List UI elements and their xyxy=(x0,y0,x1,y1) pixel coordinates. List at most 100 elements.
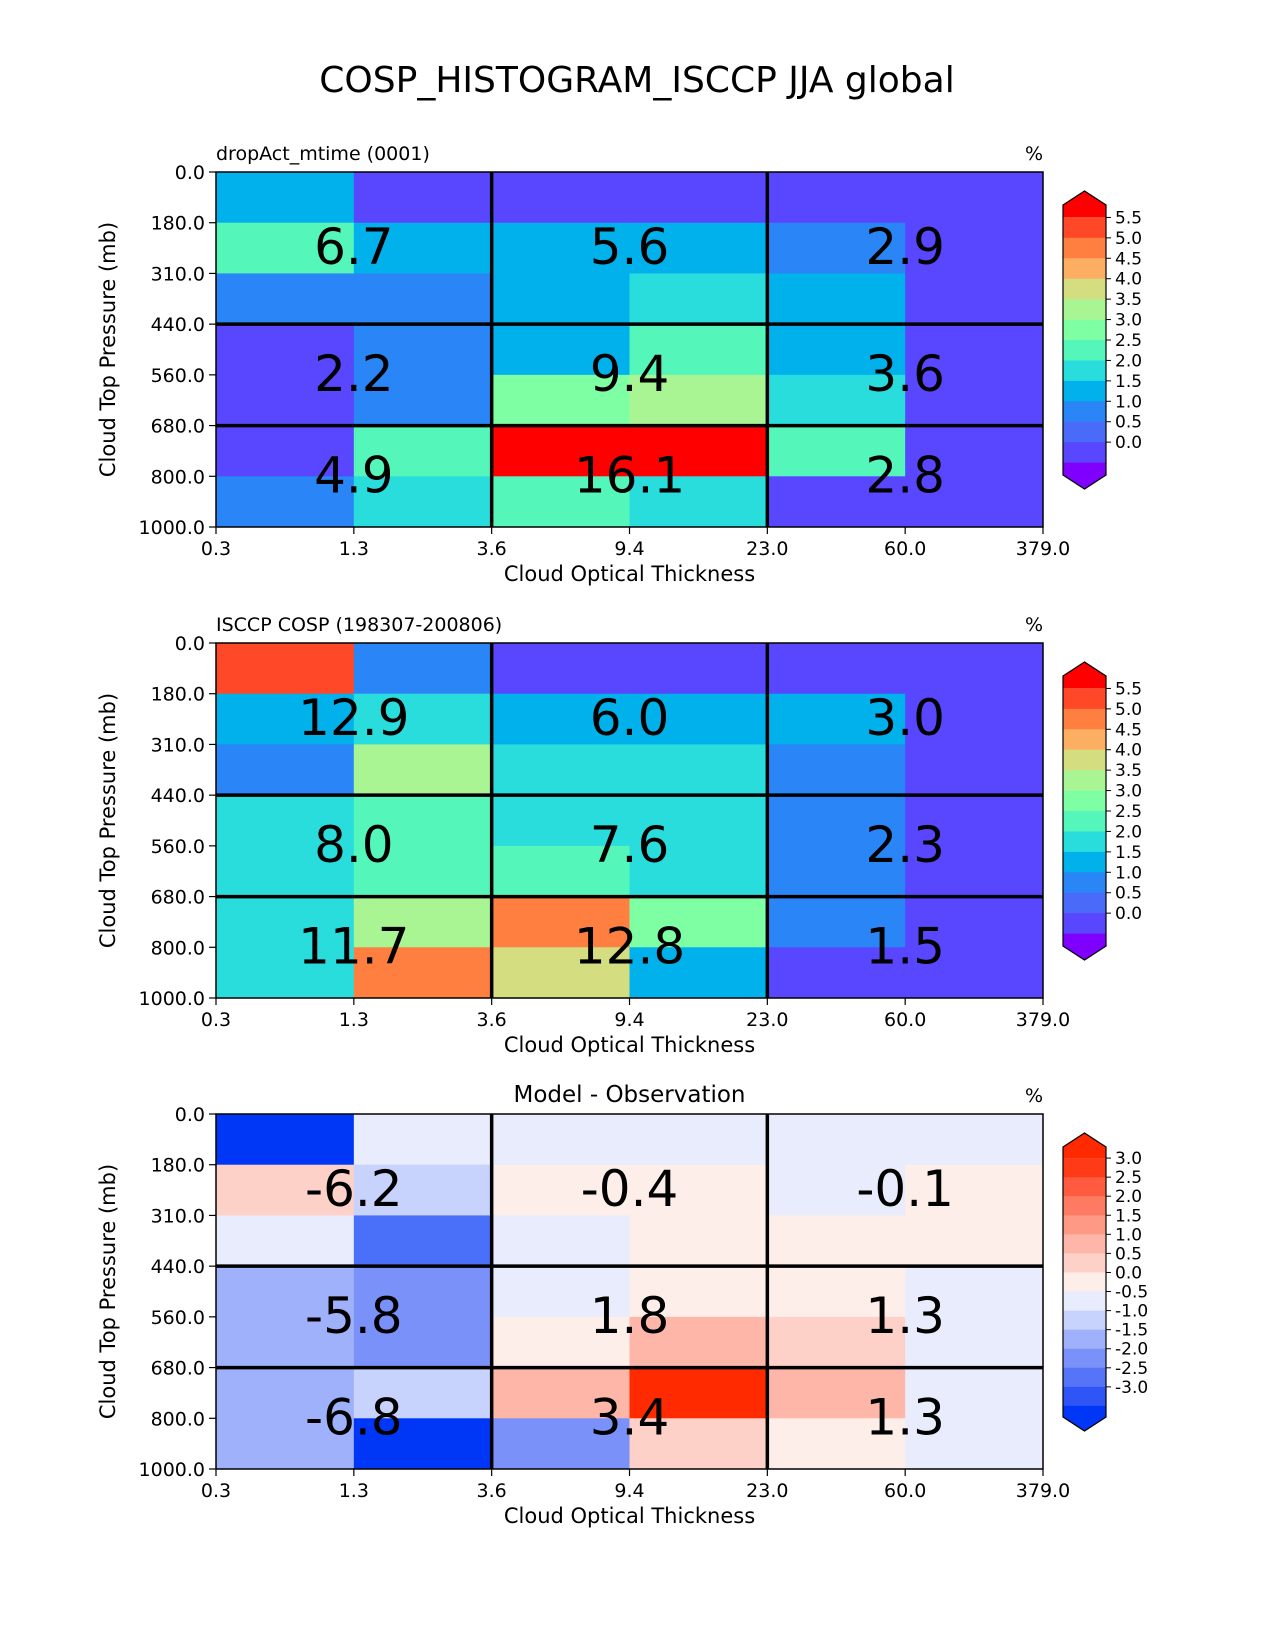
colorbar-tick-label: 3.0 xyxy=(1115,782,1142,802)
heatmap-cell xyxy=(629,222,768,274)
heatmap-cell xyxy=(905,1418,1044,1470)
heatmap-cell xyxy=(767,1215,906,1267)
colorbar-extend-min xyxy=(1063,462,1106,489)
colorbar-swatch xyxy=(1063,790,1106,812)
heatmap-cell xyxy=(216,1114,355,1166)
heatmap-cell xyxy=(491,845,630,898)
block-value-label: 8.0 xyxy=(314,816,394,874)
heatmap-cell xyxy=(767,324,906,376)
heatmap-cell xyxy=(629,896,768,948)
block-value-label: 1.8 xyxy=(590,1287,670,1345)
panel-title: dropAct_mtime (0001) xyxy=(216,143,430,165)
heatmap-cell xyxy=(905,172,1044,224)
colorbar-tick-label: 0.5 xyxy=(1115,884,1142,904)
heatmap-cell xyxy=(216,374,355,427)
heatmap-cell xyxy=(353,374,493,427)
colorbar-tick-label: 2.5 xyxy=(1115,802,1142,822)
colorbar-swatch xyxy=(1063,299,1106,321)
colorbar-swatch xyxy=(1063,380,1106,402)
colorbar-tick-label: 2.5 xyxy=(1115,331,1142,351)
colorbar-swatch xyxy=(1063,688,1106,710)
colorbar-tick-label: 4.5 xyxy=(1115,249,1142,269)
heatmap-cell xyxy=(905,1266,1044,1318)
block-value-label: 5.6 xyxy=(590,218,670,276)
y-tick-label: 0.0 xyxy=(175,633,205,655)
x-tick-label: 379.0 xyxy=(1016,1480,1070,1502)
colorbar-tick-label: 2.0 xyxy=(1115,1187,1142,1207)
x-tick-label: 9.4 xyxy=(614,538,644,560)
heatmap-cell xyxy=(491,1367,630,1419)
colorbar-tick-label: 0.0 xyxy=(1115,433,1142,453)
heatmap-panel-1: 6.7 5.6 2.9 2.2 9.4 3.6 4.9 16.1 2.8 0.3 1.3 3.6 9.4… xyxy=(96,143,1142,586)
colorbar-swatch xyxy=(1063,1253,1106,1273)
heatmap-cell xyxy=(767,845,906,898)
heatmap-cell xyxy=(767,693,906,745)
colorbar-swatch xyxy=(1063,340,1106,361)
block-value-label: 2.3 xyxy=(865,816,945,874)
y-tick-label: 180.0 xyxy=(151,1155,205,1177)
colorbar-swatch xyxy=(1063,749,1106,771)
heatmap-cell xyxy=(767,172,906,224)
heatmap-cell xyxy=(629,1215,768,1267)
heatmap-cell xyxy=(629,643,768,695)
colorbar-tick-label: 2.5 xyxy=(1115,1168,1142,1188)
heatmap-cell xyxy=(905,1367,1044,1419)
heatmap-cell xyxy=(353,425,493,477)
heatmap-cell xyxy=(629,947,768,999)
heatmap-cell xyxy=(353,1367,493,1419)
heatmap-cell xyxy=(353,795,493,847)
heatmap-cell xyxy=(905,896,1044,948)
heatmap-cell xyxy=(353,1164,493,1216)
heatmap-cell xyxy=(353,693,493,745)
colorbar-tick-label: 1.5 xyxy=(1115,843,1142,863)
y-tick-label: 440.0 xyxy=(151,785,205,807)
y-tick-label: 180.0 xyxy=(151,684,205,706)
block-value-label: 1.5 xyxy=(865,917,945,975)
y-tick-label: 800.0 xyxy=(151,1408,205,1430)
heatmap-cell xyxy=(905,643,1044,695)
colorbar-extend-max xyxy=(1063,191,1106,218)
heatmap-cell xyxy=(629,1114,768,1166)
heatmap-cell xyxy=(491,1266,630,1318)
y-axis-label: Cloud Top Pressure (mb) xyxy=(96,693,120,948)
heatmap-cell xyxy=(629,693,768,745)
block-value-label: 7.6 xyxy=(590,816,670,874)
heatmap-cell xyxy=(216,1367,355,1419)
heatmap-cell xyxy=(629,1418,768,1470)
colorbar-tick-label: -1.0 xyxy=(1115,1302,1148,1322)
x-tick-label: 1.3 xyxy=(339,1480,369,1502)
heatmap-cell xyxy=(353,845,493,898)
heatmap-cell xyxy=(353,1418,493,1470)
x-tick-label: 60.0 xyxy=(884,538,926,560)
heatmap-cell xyxy=(629,1367,768,1419)
x-tick-label: 0.3 xyxy=(201,1009,231,1031)
y-tick-label: 0.0 xyxy=(175,162,205,184)
heatmap-cell xyxy=(767,374,906,427)
y-axis-label: Cloud Top Pressure (mb) xyxy=(96,222,120,477)
block-value-label: 3.0 xyxy=(865,689,945,747)
x-tick-label: 1.3 xyxy=(339,1009,369,1031)
y-tick-label: 800.0 xyxy=(151,937,205,959)
colorbar-tick-label: 0.0 xyxy=(1115,904,1142,924)
block-value-label: 4.9 xyxy=(314,446,394,504)
colorbar-swatch xyxy=(1063,872,1106,894)
heatmap-cell xyxy=(491,744,630,796)
heatmap-cell xyxy=(353,172,493,224)
heatmap-cell xyxy=(353,476,493,528)
heatmap-cell xyxy=(216,744,355,796)
colorbar-swatch xyxy=(1063,360,1106,382)
heatmap-cell xyxy=(767,425,906,477)
heatmap-cell xyxy=(216,643,355,695)
colorbar-swatch xyxy=(1063,1329,1106,1350)
colorbar-tick-label: 3.0 xyxy=(1115,1149,1142,1169)
heatmap-cell xyxy=(905,1164,1044,1216)
block-value-label: 6.7 xyxy=(314,218,394,276)
y-tick-label: 440.0 xyxy=(151,314,205,336)
heatmap-cell xyxy=(629,1266,768,1318)
colorbar-swatch xyxy=(1063,1367,1106,1388)
heatmap-cell xyxy=(353,273,493,325)
heatmap-cell xyxy=(491,1316,630,1369)
block-value-label: -0.4 xyxy=(581,1160,679,1218)
heatmap-panel-3: -6.2 -0.4 -0.1 -5.8 1.8 1.3 -6.8 3.4 1.3 0.3 1.3 3.… xyxy=(96,1082,1148,1528)
colorbar-swatch xyxy=(1063,1310,1106,1331)
